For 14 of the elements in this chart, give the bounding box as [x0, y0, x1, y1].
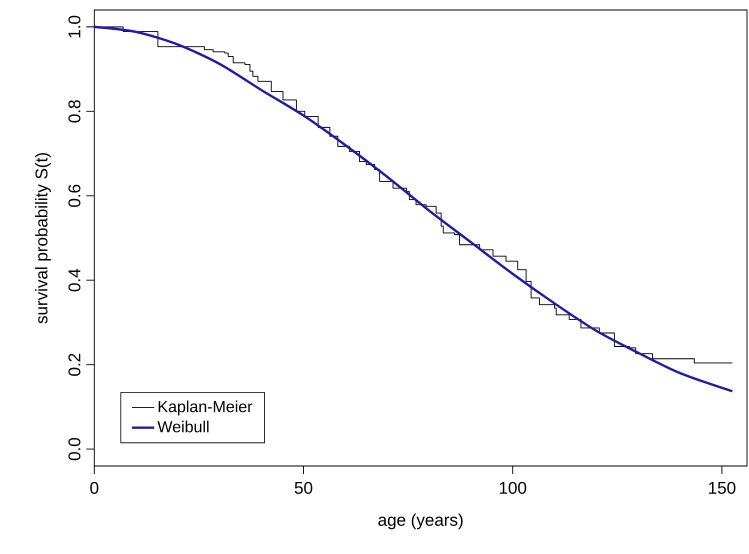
legend-label: Kaplan-Meier — [158, 400, 252, 416]
y-tick-label: 0.4 — [68, 268, 80, 292]
x-tick-label: 100 — [500, 482, 526, 494]
y-tick-label: 0.2 — [68, 354, 80, 376]
y-tick-label: 0.6 — [68, 184, 80, 207]
x-axis-title: age (years) — [378, 513, 463, 530]
y-axis-title: survival probability S(t) — [35, 153, 51, 324]
y-tick-label: 1.0 — [68, 16, 80, 38]
x-tick-label: 150 — [709, 482, 736, 494]
y-tick-label: 0.8 — [68, 100, 80, 122]
x-tick-label: 0 — [90, 482, 98, 494]
y-tick-label: 0.0 — [68, 438, 80, 460]
x-tick-label: 50 — [294, 482, 312, 494]
legend-label: Weibull — [157, 420, 208, 432]
